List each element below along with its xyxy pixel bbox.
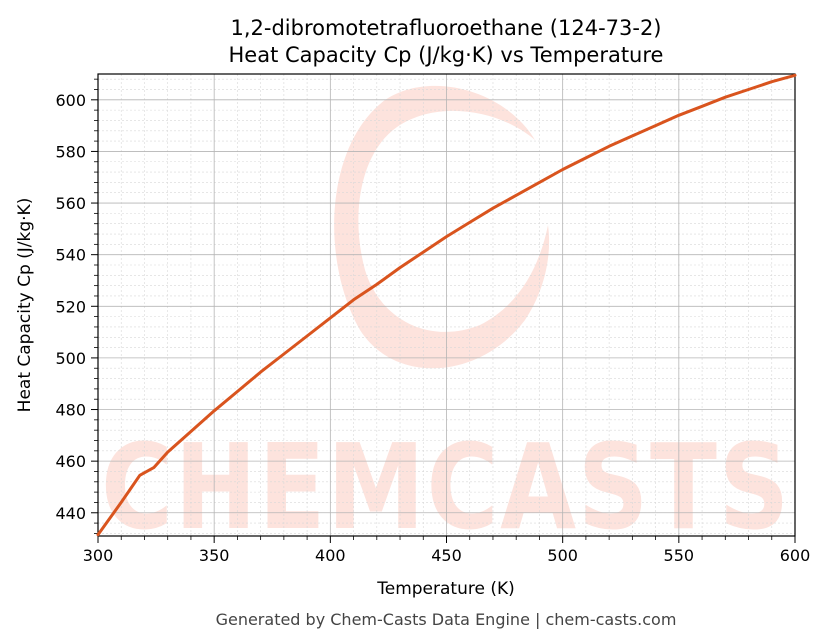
x-tick-label: 400	[315, 546, 346, 565]
x-axis-label: Temperature (K)	[376, 579, 515, 599]
x-tick-label: 350	[199, 546, 230, 565]
series-line	[96, 73, 797, 537]
y-tick-labels: 440 460 480 500 520 540 560 580 600	[55, 91, 86, 523]
x-tick-label: 500	[547, 546, 578, 565]
y-tick-label: 580	[55, 142, 86, 161]
watermark: CHEMCASTS	[101, 85, 791, 556]
y-tick-label: 520	[55, 297, 86, 316]
watermark-logo-ring	[334, 85, 550, 369]
chart-title-line2: Heat Capacity Cp (J/kg·K) vs Temperature	[229, 43, 664, 67]
x-tick-label: 550	[664, 546, 695, 565]
y-tick-label: 560	[55, 194, 86, 213]
axis-ticks	[91, 78, 796, 543]
y-tick-label: 460	[55, 452, 86, 471]
y-tick-label: 600	[55, 91, 86, 110]
y-tick-label: 480	[55, 401, 86, 420]
y-axis-label: Heat Capacity Cp (J/kg·K)	[15, 198, 35, 413]
y-tick-label: 540	[55, 246, 86, 265]
y-tick-label: 500	[55, 349, 86, 368]
x-tick-labels: 300 350 400 450 500 550 600	[83, 546, 811, 565]
chart-title-line1: 1,2-dibromotetrafluoroethane (124-73-2)	[230, 16, 661, 40]
watermark-text: CHEMCASTS	[101, 418, 791, 556]
x-tick-label: 600	[780, 546, 811, 565]
x-tick-label: 450	[431, 546, 462, 565]
footer-text: Generated by Chem-Casts Data Engine | ch…	[216, 610, 677, 629]
y-tick-label: 440	[55, 504, 86, 523]
x-tick-label: 300	[83, 546, 114, 565]
